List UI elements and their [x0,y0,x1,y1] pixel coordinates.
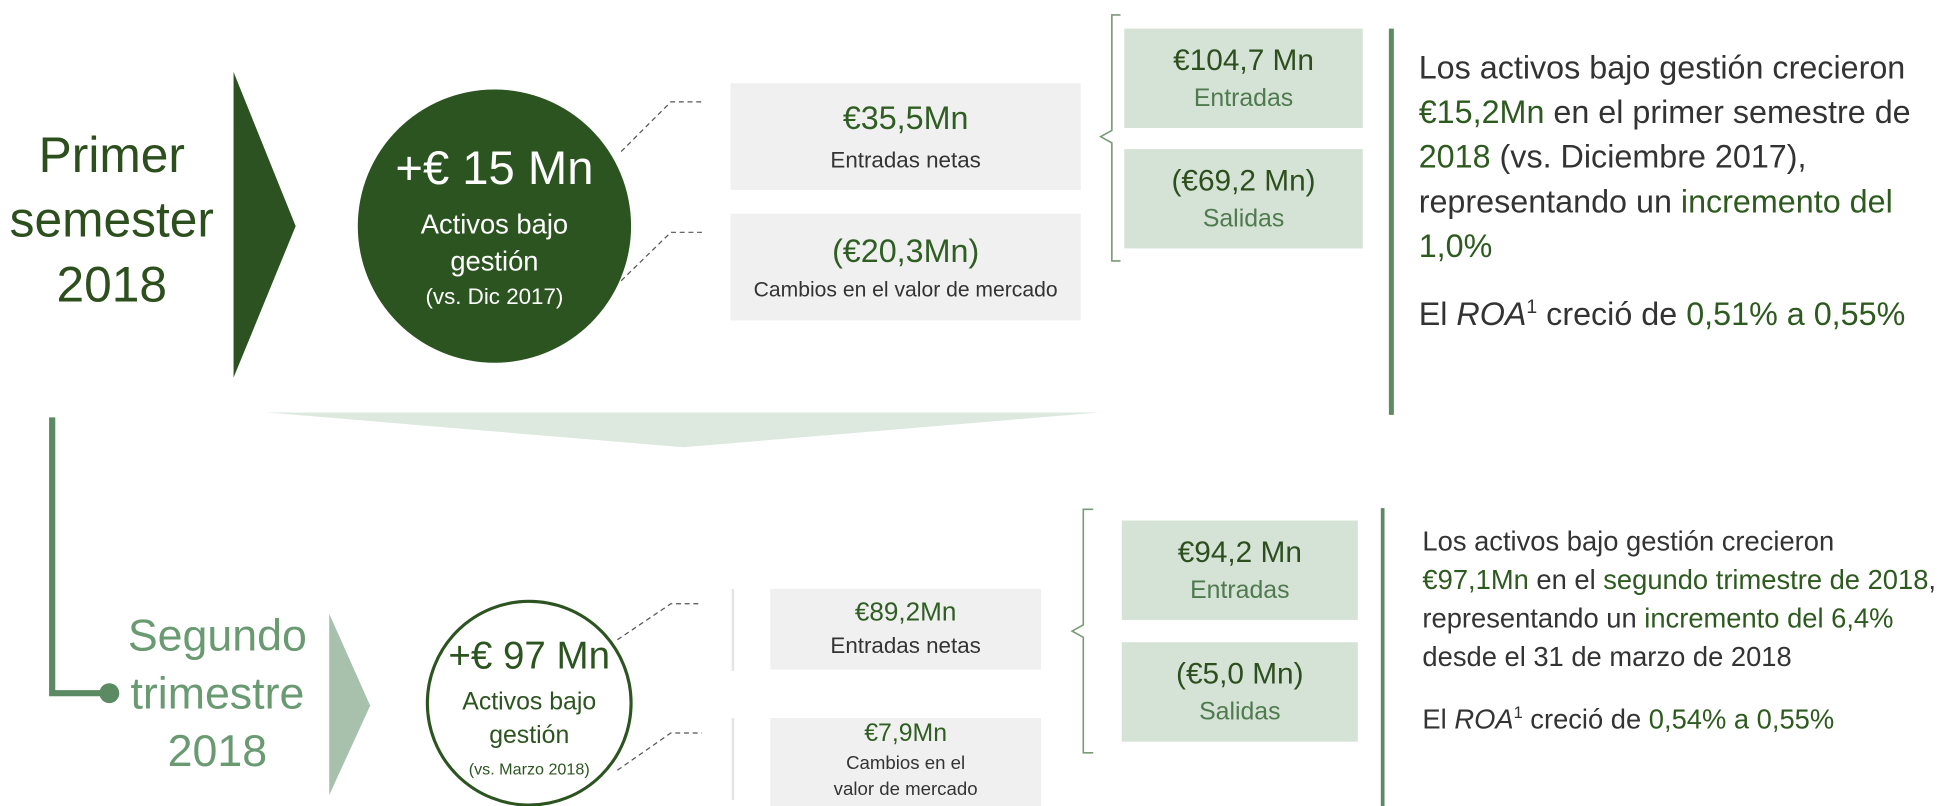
component-value: €7,9Mn [864,720,947,747]
kpi-value: +€ 15 Mn [395,142,593,195]
component-label: valor de mercado [834,778,978,799]
dashed-connector [617,603,702,641]
kpi-circle [425,599,633,806]
component-value: €89,2Mn [855,597,957,627]
component-label: Entradas netas [830,147,980,172]
summary: Los activos bajo gestión crecieron €15,2… [1419,45,1948,354]
kpi-label: Activos bajo [462,689,596,716]
component-label: Entradas netas [830,633,980,658]
period-label: 2018 [168,727,267,776]
summary-text: €15,2Mn [1418,93,1545,131]
summary-text: creció de [1537,295,1687,333]
summary-text: ROA [1454,703,1514,735]
flow-box [1124,28,1363,128]
summary: Los activos bajo gestión crecieron €97,1… [1422,522,1944,756]
summary-text: 2018 [1418,137,1491,176]
dashed-connector [620,231,702,282]
kpi-circle [357,89,632,363]
chevron [267,412,1100,448]
summary-text: incremento del 1,0% [1418,182,1893,265]
dashed-connector [617,732,702,771]
summary-text: desde el 31 de marzo de 2018 [1422,641,1792,673]
summary-text: en el [1528,564,1604,596]
summary-text: segundo trimestre de 2018 [1603,564,1929,596]
summary-text: Los activos bajo gestión crecieron [1422,525,1835,557]
flow-value: €94,2 Mn [1178,536,1302,569]
kpi-label: Activos bajo [421,208,568,239]
flow-box [1124,149,1363,249]
summary-text: , representando un [1422,564,1937,634]
summary-text: El [1422,703,1455,735]
flow-box [1121,642,1358,742]
summary-text: ROA [1456,295,1527,333]
summary-text: El [1418,295,1457,333]
kpi-note: (vs. Dic 2017) [425,284,563,309]
period-label: trimestre [130,670,304,719]
flow-label: Salidas [1199,699,1280,726]
summary-text: 1 [1526,296,1538,319]
connector-dot [99,683,120,704]
kpi-value: +€ 97 Mn [448,635,610,678]
kpi-label: gestión [489,722,569,749]
flow-value: €104,7 Mn [1173,44,1314,77]
summary-text: 0,54% a 0,55% [1648,703,1835,735]
dashed-connector [620,101,702,152]
summary-text: 0,51% a 0,55% [1686,295,1906,333]
flow-label: Entradas [1194,85,1293,112]
summary-text: €97,1Mn [1422,564,1529,596]
period-label: Segundo [128,611,307,660]
component-box [770,718,1042,806]
summary-text: en el primer semestre de [1544,93,1911,131]
flow-label: Salidas [1203,205,1284,232]
summary-text: incremento del 6,4% [1644,602,1894,634]
summary-text: creció de [1522,703,1649,735]
summary-text: 1 [1513,703,1523,722]
component-box [730,83,1081,191]
kpi-note: (vs. Marzo 2018) [469,760,590,778]
summary-text: (vs. Diciembre 2017), representando un [1418,137,1807,220]
component-box [730,213,1081,321]
kpi-label: gestión [450,246,538,277]
period-label: Primer [39,127,185,183]
flow-value: (€5,0 Mn) [1176,658,1304,691]
component-value: (€20,3Mn) [832,233,979,269]
summary-paragraph: Los activos bajo gestión crecieron €97,1… [1422,522,1944,676]
period-label: 2018 [57,256,168,312]
summary-paragraph: Los activos bajo gestión crecieron €15,2… [1419,45,1948,269]
summary-text: Los activos bajo gestión crecieron [1418,48,1906,86]
component-value: €35,5Mn [843,100,969,136]
flow-label: Entradas [1190,577,1289,604]
brace [1099,14,1121,262]
arrow [329,613,371,796]
summary-paragraph: El ROA1 creció de 0,51% a 0,55% [1419,286,1948,337]
flow-value: (€69,2 Mn) [1171,164,1315,197]
period-label: semester [10,192,214,248]
component-label: Cambios en el valor de mercado [754,278,1058,301]
component-box [770,588,1042,670]
component-label: Cambios en el [846,752,965,773]
arrow [233,72,296,378]
flow-box [1121,520,1358,620]
brace [1070,508,1094,754]
summary-paragraph: El ROA1 creció de 0,54% a 0,55% [1422,693,1944,738]
connector [49,417,110,697]
